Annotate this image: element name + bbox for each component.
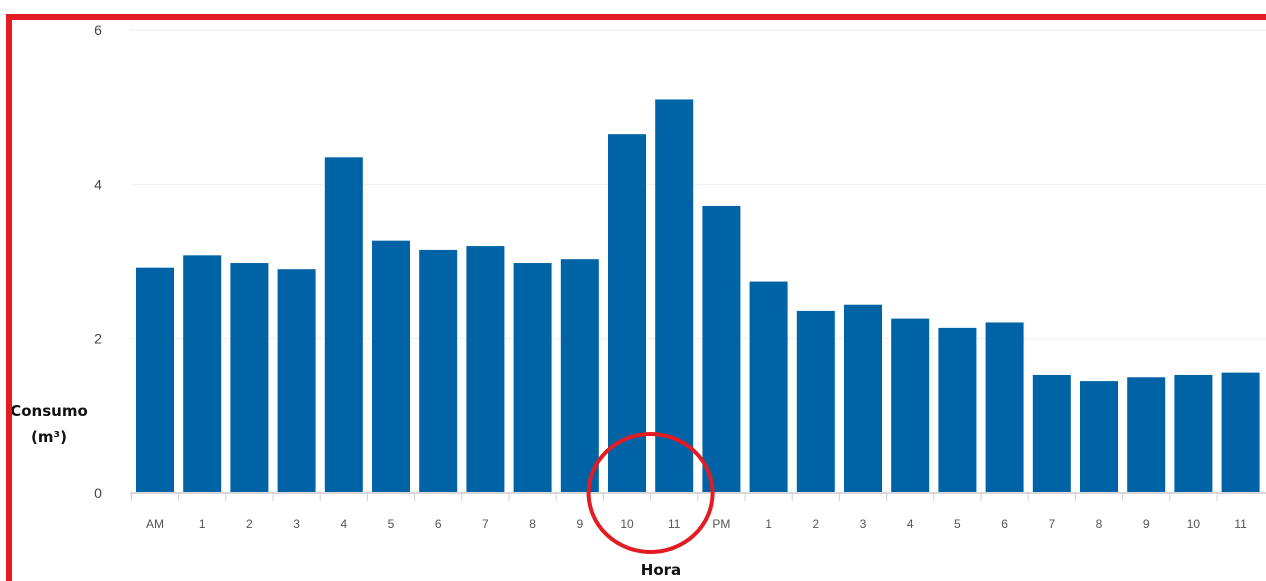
x-tick-label: 1	[199, 517, 206, 531]
bar	[513, 263, 552, 493]
x-tick-label: 10	[1187, 517, 1201, 531]
y-tick-label: 2	[94, 331, 102, 347]
bar	[702, 205, 741, 493]
y-axis-title-line1: Consumo	[10, 402, 88, 420]
x-tick-label: AM	[146, 517, 164, 531]
x-tick-labels: AM 1 2 3 4 5 6 7 8 9 10 11 PM 1 2 3 4 5 6 7 8 9 10 11	[146, 517, 1247, 531]
gridlines	[130, 29, 1266, 340]
x-tick-label: 7	[482, 517, 489, 531]
x-tick-label: 3	[293, 517, 300, 531]
highlight-circle	[586, 432, 715, 554]
x-tick-label: 8	[1096, 517, 1103, 531]
bar	[324, 157, 363, 493]
x-tick-label: 5	[388, 517, 395, 531]
x-tick-label: 9	[576, 517, 583, 531]
x-tick-label: 2	[812, 517, 819, 531]
bar	[985, 322, 1024, 493]
y-tick-label: 4	[94, 176, 102, 192]
bar	[183, 255, 222, 493]
bar	[560, 259, 599, 493]
red-frame	[6, 14, 1266, 581]
x-tick-label: 6	[1001, 517, 1008, 531]
x-tick-label: 10	[620, 517, 634, 531]
bar	[655, 99, 694, 493]
x-tick-label: 2	[246, 517, 253, 531]
bar	[136, 267, 174, 493]
x-tick-label: 11	[1234, 517, 1247, 531]
x-tick-label: 6	[435, 517, 442, 531]
bar	[466, 246, 505, 493]
bar	[1127, 377, 1166, 493]
axes	[130, 492, 1266, 501]
y-tick-label: 6	[94, 22, 102, 38]
bars	[136, 99, 1260, 494]
x-tick-label: 3	[860, 517, 867, 531]
bar	[277, 269, 316, 493]
x-tick-label: 11	[668, 517, 681, 531]
x-tick-label: 7	[1048, 517, 1055, 531]
y-axis-title-line2: (m³)	[31, 428, 67, 446]
x-tick-label: 4	[907, 517, 914, 531]
bar	[1032, 374, 1071, 493]
bar	[749, 281, 788, 493]
x-tick-label: 5	[954, 517, 961, 531]
y-tick-labels: 0 2 4 6	[94, 22, 102, 501]
bar	[938, 327, 977, 493]
x-tick-label: PM	[712, 517, 730, 531]
y-tick-label: 0	[94, 485, 102, 501]
bar	[372, 240, 410, 493]
bar	[419, 249, 458, 493]
x-axis-title: Hora	[641, 561, 681, 579]
x-tick-label: 8	[529, 517, 536, 531]
bar	[1174, 374, 1213, 493]
x-tick-label: 9	[1143, 517, 1150, 531]
bar	[891, 318, 930, 493]
bar	[1221, 372, 1260, 493]
x-tick-label: 1	[765, 517, 772, 531]
x-tick-label: 4	[340, 517, 347, 531]
bar	[796, 310, 835, 493]
bar	[230, 263, 269, 493]
bar	[844, 304, 882, 493]
bar	[1080, 381, 1118, 493]
